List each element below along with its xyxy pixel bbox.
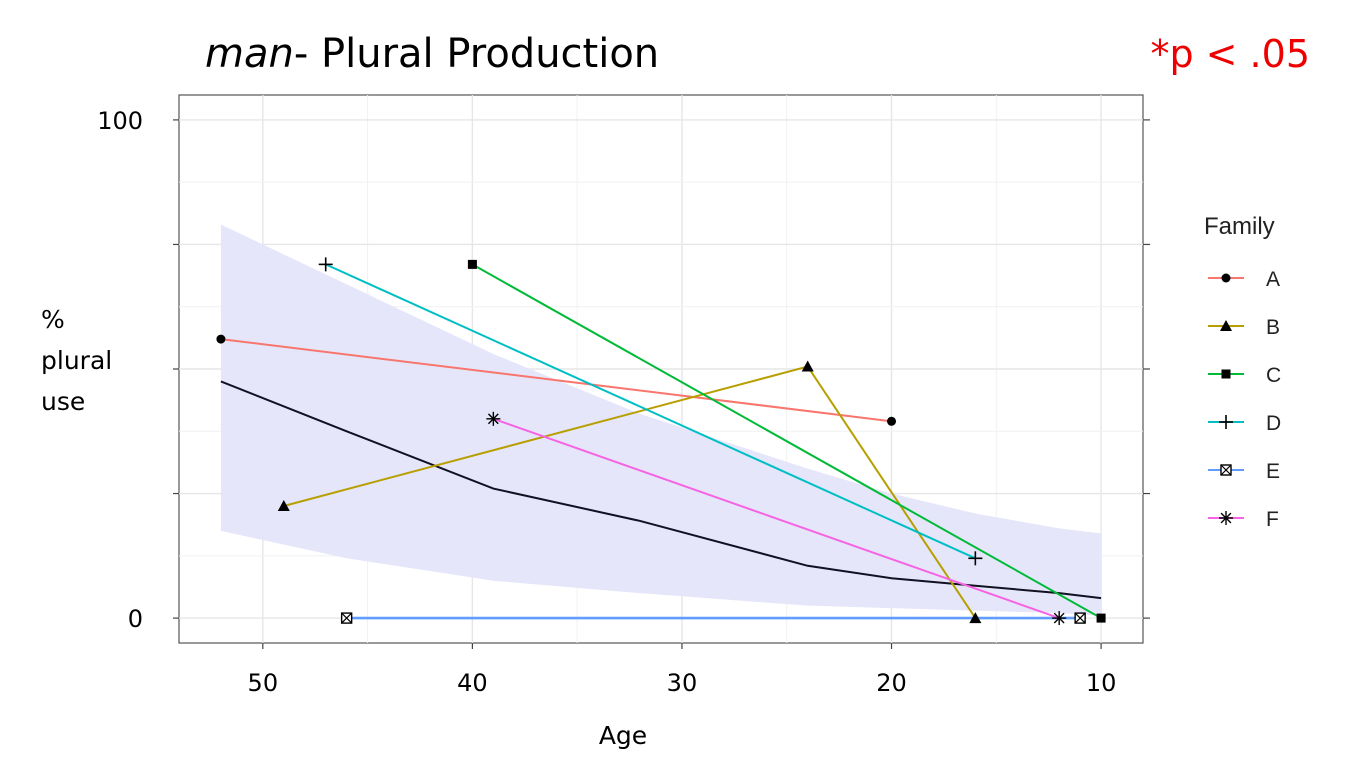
legend-key-marker-D xyxy=(1219,415,1233,429)
legend-key-marker-F xyxy=(1219,511,1233,525)
legend-item-B: B xyxy=(1208,316,1280,339)
y-tick-label-0: 0 xyxy=(128,605,143,633)
point-C-1 xyxy=(1096,613,1106,623)
legend-label-C: C xyxy=(1266,364,1281,387)
point-E-0-d2 xyxy=(341,612,353,624)
series-line-C xyxy=(471,263,1102,619)
legend: Family A B C D E F xyxy=(1204,213,1281,531)
point-F-0 xyxy=(486,411,501,426)
series-line-F xyxy=(493,417,1060,620)
x-axis-ticks: 50 40 30 20 10 xyxy=(248,643,1117,697)
legend-item-E: E xyxy=(1208,460,1280,483)
y-tick-label-100: 100 xyxy=(97,107,143,135)
legend-key-marker-A-shape xyxy=(1221,273,1231,283)
confidence-band-area xyxy=(220,224,1102,616)
point-A-1-shape xyxy=(887,416,897,426)
x-tick-label-50: 50 xyxy=(248,669,279,697)
legend-key-marker-C xyxy=(1221,369,1231,379)
point-C-1-shape xyxy=(1096,613,1106,623)
point-C-0 xyxy=(467,259,477,269)
legend-item-A: A xyxy=(1208,268,1280,291)
point-A-0 xyxy=(216,334,226,344)
point-B-0 xyxy=(277,500,290,511)
legend-item-F: F xyxy=(1208,508,1279,531)
series-lines xyxy=(220,263,1102,620)
legend-label-A: A xyxy=(1266,268,1280,291)
point-F-1-ray-3 xyxy=(1053,612,1065,624)
point-B-0-shape xyxy=(277,500,290,511)
chart-title: man- Plural Production xyxy=(205,31,659,77)
chart-title-rest: - Plural Production xyxy=(294,31,659,77)
x-tick-label-40: 40 xyxy=(457,669,488,697)
point-D-0 xyxy=(318,257,333,272)
legend-label-D: D xyxy=(1266,412,1281,435)
point-F-1 xyxy=(1052,611,1067,626)
point-E-0 xyxy=(340,612,353,624)
y-axis-label-line-1: % xyxy=(41,305,65,334)
point-B-1-shape xyxy=(801,360,814,372)
legend-item-D: D xyxy=(1208,412,1281,435)
legend-label-B: B xyxy=(1266,316,1280,339)
point-E-1-d2 xyxy=(1074,612,1086,624)
point-D-1 xyxy=(968,551,983,566)
point-B-2-shape xyxy=(969,612,982,624)
series-line-D xyxy=(325,263,976,560)
series-line-A xyxy=(220,338,892,423)
y-axis-ticks: 0 100 xyxy=(97,107,179,633)
x-tick-label-10: 10 xyxy=(1086,669,1117,697)
legend-title: Family xyxy=(1204,213,1275,240)
legend-key-marker-E xyxy=(1220,464,1232,476)
legend-label-E: E xyxy=(1266,460,1280,483)
legend-key-marker-C-shape xyxy=(1221,369,1231,379)
y-axis-label-line-3: use xyxy=(41,387,85,416)
legend-key-marker-F-ray-3 xyxy=(1220,512,1232,524)
legend-item-C: C xyxy=(1208,364,1281,387)
point-E-1 xyxy=(1074,612,1086,624)
legend-key-marker-B xyxy=(1220,320,1232,331)
legend-key-marker-A xyxy=(1221,273,1231,283)
y-axis-label: % plural use xyxy=(41,305,120,416)
legend-key-marker-B-shape xyxy=(1220,320,1232,331)
significance-annotation: *p < .05 xyxy=(1150,32,1310,76)
confidence-band xyxy=(220,224,1102,616)
chart-title-italic: man xyxy=(205,31,294,77)
x-tick-label-20: 20 xyxy=(876,669,907,697)
point-A-1 xyxy=(887,416,897,426)
point-F-0-ray-3 xyxy=(487,413,499,425)
series-markers xyxy=(216,257,1106,626)
right-axis-ticks xyxy=(1143,119,1150,619)
point-B-1 xyxy=(801,360,814,372)
legend-label-F: F xyxy=(1266,508,1279,531)
trend-curve xyxy=(220,380,1102,600)
x-axis-label: Age xyxy=(599,721,647,750)
legend-items: A B C D E F xyxy=(1208,268,1281,531)
x-tick-label-30: 30 xyxy=(667,669,698,697)
point-A-0-shape xyxy=(216,334,226,344)
point-C-0-shape xyxy=(467,259,477,269)
trend-line xyxy=(220,380,1102,600)
y-axis-label-line-2: plural xyxy=(41,346,112,375)
legend-key-marker-E-d2 xyxy=(1220,464,1232,476)
point-B-2 xyxy=(969,612,982,624)
